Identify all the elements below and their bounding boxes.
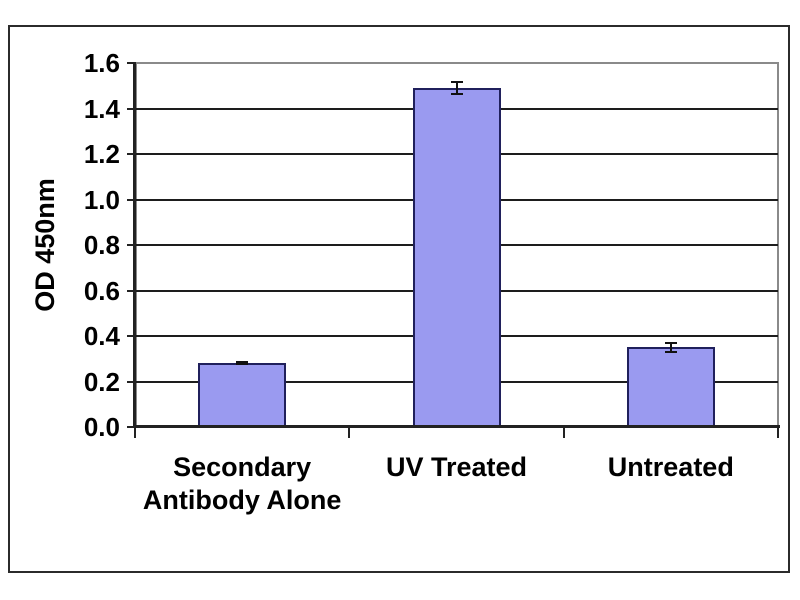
bar <box>198 363 287 427</box>
y-tick-label: 1.4 <box>83 93 120 124</box>
error-bar-cap-bottom <box>664 350 677 353</box>
y-tick-mark <box>127 62 135 64</box>
y-tick-label: 1.0 <box>83 184 120 215</box>
error-bar-stem <box>241 362 244 365</box>
y-tick-mark <box>127 244 135 246</box>
x-category-label-line: UV Treated <box>385 452 528 482</box>
y-tick-mark <box>127 107 135 110</box>
error-bar-stem <box>669 342 672 352</box>
x-category-label: Untreated <box>554 451 788 484</box>
x-axis-line <box>133 425 780 428</box>
error-bar-cap-top <box>664 341 677 344</box>
error-bar-cap-bottom <box>450 92 463 95</box>
y-tick-mark <box>127 153 135 155</box>
y-tick-label: 0.2 <box>83 366 120 397</box>
x-tick-mark <box>777 427 779 438</box>
error-bar-cap-top <box>236 361 249 364</box>
x-tick-mark <box>348 427 351 438</box>
y-tick-mark <box>127 289 135 292</box>
x-category-label-line: Untreated <box>607 452 734 482</box>
y-tick-mark <box>127 380 135 383</box>
y-tick-mark <box>127 198 135 201</box>
x-category-label-line: Secondary <box>173 452 312 482</box>
y-tick-label: 0.4 <box>83 321 120 351</box>
x-tick-mark <box>134 427 136 438</box>
y-tick-label: 1.2 <box>83 139 120 169</box>
x-tick-mark <box>562 427 565 438</box>
x-category-label: Secondary Antibody Alone <box>125 451 359 517</box>
y-axis-title: OD 450nm <box>30 178 60 312</box>
bar <box>412 88 501 427</box>
y-tick-mark <box>127 335 135 337</box>
y-axis-line <box>133 62 136 428</box>
y-tick-label: 0.8 <box>83 230 120 260</box>
bar <box>626 347 715 427</box>
x-category-label: UV Treated <box>339 451 573 484</box>
error-bar-cap-bottom <box>236 363 249 366</box>
error-bar-cap-top <box>450 81 463 84</box>
error-bar-stem <box>455 82 458 94</box>
y-tick-label: 0.0 <box>83 412 120 442</box>
x-category-label-line: Antibody Alone <box>142 485 342 515</box>
y-tick-label: 0.6 <box>83 275 120 306</box>
y-tick-label: 1.6 <box>83 48 120 78</box>
y-tick-mark <box>127 426 135 428</box>
